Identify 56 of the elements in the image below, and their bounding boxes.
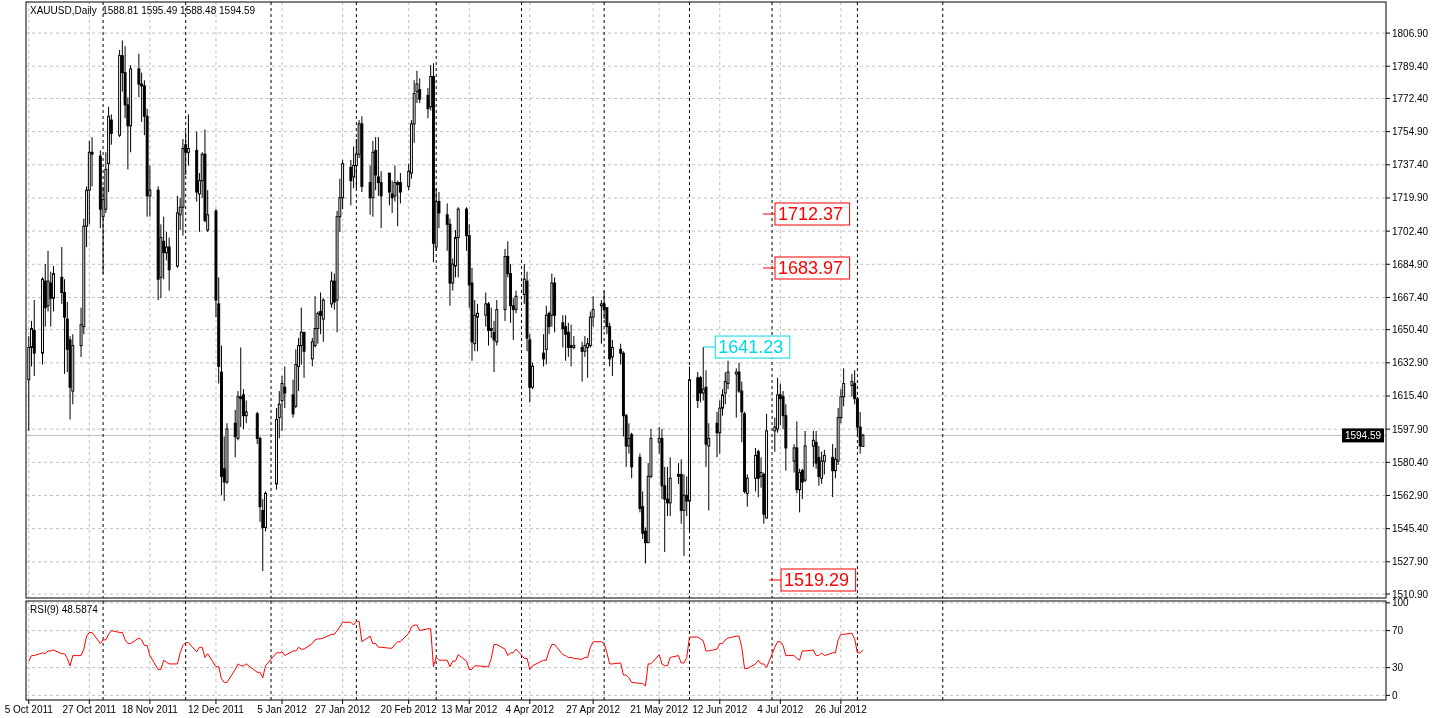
y-tick-label: 1615.40	[1392, 390, 1429, 402]
candlestick	[484, 292, 488, 328]
ref-line-label: 1594.59	[1344, 429, 1382, 441]
chart-title: XAUUSD,Daily 1588.81 1595.49 1588.48 1594.59	[30, 5, 256, 16]
annotation: 1641.23	[718, 337, 784, 358]
candlestick	[734, 367, 738, 419]
x-tick-label: 27 Apr 2012	[566, 704, 621, 715]
x-tick-label: 26 Jul 2012	[815, 704, 868, 715]
candlestick	[321, 297, 325, 343]
y-tick-label: 1702.40	[1392, 225, 1429, 237]
x-tick-label: 21 May 2012	[630, 704, 689, 715]
x-tick-label: 4 Apr 2012	[505, 704, 555, 715]
y-tick-label: 1667.40	[1392, 291, 1429, 303]
candlestick	[32, 299, 36, 377]
y-tick-label: 1510.90	[1392, 588, 1429, 600]
y-tick-label: 1562.90	[1392, 489, 1429, 501]
annotation: 1683.97	[778, 258, 844, 278]
y-tick-label: 1737.40	[1392, 159, 1429, 171]
y-tick-label: 1754.90	[1392, 126, 1429, 138]
y-tick-label: 1719.90	[1392, 192, 1429, 204]
annotation: 1712.37	[778, 204, 844, 224]
x-tick-label: 13 Mar 2012	[441, 704, 498, 715]
y-tick-label: 1789.40	[1392, 60, 1429, 72]
candlestick	[564, 314, 568, 362]
y-tick-label: 1527.90	[1392, 556, 1429, 568]
y-tick-label: 30	[1392, 662, 1404, 674]
x-tick-label: 18 Nov 2011	[121, 704, 179, 715]
x-tick-label: 20 Feb 2012	[380, 704, 438, 715]
candlestick	[476, 303, 479, 352]
y-tick-label: 1806.90	[1392, 27, 1429, 39]
y-tick-label: 100	[1392, 597, 1410, 609]
x-tick-label: 27 Oct 2011	[62, 704, 117, 715]
y-tick-label: 1684.90	[1392, 258, 1429, 270]
chart-title: RSI(9) 48.5874	[30, 604, 99, 615]
candlestick	[569, 324, 573, 367]
x-tick-label: 5 Jan 2012	[257, 704, 308, 715]
y-tick-label: 1545.40	[1392, 523, 1429, 535]
line-series	[28, 620, 864, 687]
x-tick-label: 12 Dec 2011	[187, 704, 245, 715]
y-tick-label: 1632.90	[1392, 357, 1429, 369]
x-tick-label: 5 Oct 2011	[4, 704, 54, 715]
y-tick-label: 1597.90	[1392, 423, 1429, 435]
candlestick	[831, 443, 835, 498]
candlestick	[756, 449, 760, 498]
candlestick	[811, 430, 815, 468]
annotation: 1519.29	[784, 570, 850, 590]
y-tick-label: 1650.40	[1392, 324, 1429, 336]
x-tick-label: 12 Jun 2012	[692, 704, 748, 715]
candlestick	[696, 371, 700, 409]
y-tick-label: 1772.40	[1392, 92, 1429, 104]
y-tick-label: 70	[1392, 625, 1404, 637]
y-tick-label: 1580.40	[1392, 456, 1429, 468]
x-tick-label: 4 Jul 2012	[757, 704, 804, 715]
candlestick	[778, 382, 782, 426]
x-tick-label: 27 Jan 2012	[315, 704, 371, 715]
y-tick-label: 0	[1392, 689, 1398, 701]
